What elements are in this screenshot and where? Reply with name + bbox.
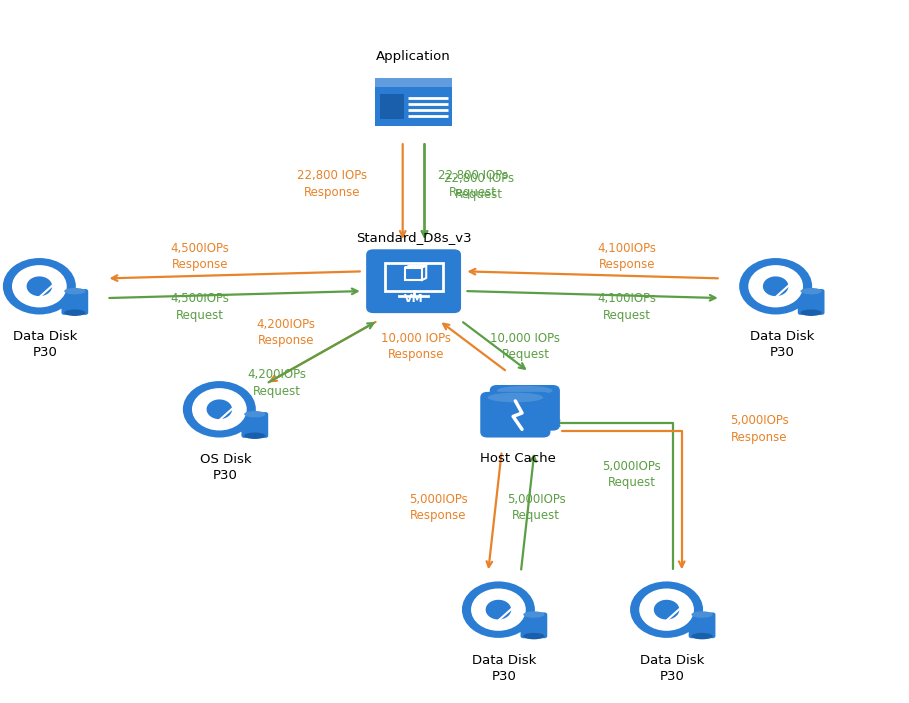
Text: 4,500IOPs
Response: 4,500IOPs Response: [171, 242, 229, 271]
Text: Data Disk
P30: Data Disk P30: [473, 654, 536, 683]
Circle shape: [471, 588, 525, 631]
FancyBboxPatch shape: [375, 78, 453, 86]
FancyBboxPatch shape: [375, 78, 453, 126]
Circle shape: [639, 588, 694, 631]
Text: 10,000 IOPs
Request: 10,000 IOPs Request: [490, 332, 561, 361]
Text: 4,100IOPs
Request: 4,100IOPs Request: [598, 292, 656, 322]
Text: VM: VM: [404, 294, 424, 304]
Text: Application: Application: [376, 50, 451, 63]
Text: Data Disk
P30: Data Disk P30: [641, 654, 704, 683]
Text: 10,000 IOPs
Response: 10,000 IOPs Response: [381, 332, 452, 361]
Circle shape: [462, 581, 534, 638]
Text: Host Cache: Host Cache: [480, 452, 556, 465]
Ellipse shape: [801, 288, 822, 295]
Text: OS Disk
P30: OS Disk P30: [200, 453, 251, 482]
Text: 4,500IOPs
Request: 4,500IOPs Request: [171, 292, 229, 322]
Circle shape: [183, 381, 255, 437]
Text: 22,800 IOPs
Request: 22,800 IOPs Request: [444, 172, 514, 201]
FancyBboxPatch shape: [62, 289, 88, 315]
FancyBboxPatch shape: [798, 289, 824, 315]
Text: 5,000IOPs
Response: 5,000IOPs Response: [730, 414, 788, 444]
Circle shape: [26, 276, 52, 296]
Text: 5,000IOPs
Request: 5,000IOPs Request: [603, 460, 661, 489]
Text: 22,800 IOPs
Request: 22,800 IOPs Request: [437, 169, 508, 199]
FancyBboxPatch shape: [366, 250, 461, 313]
Ellipse shape: [524, 633, 544, 639]
Text: 4,200IOPs
Response: 4,200IOPs Response: [257, 318, 315, 347]
FancyBboxPatch shape: [242, 412, 268, 438]
Ellipse shape: [497, 386, 553, 395]
Ellipse shape: [65, 288, 85, 295]
Circle shape: [739, 258, 812, 314]
FancyBboxPatch shape: [490, 385, 560, 431]
Ellipse shape: [245, 411, 265, 418]
Text: Data Disk
P30: Data Disk P30: [750, 330, 814, 359]
Ellipse shape: [801, 309, 822, 316]
Ellipse shape: [692, 612, 713, 618]
FancyBboxPatch shape: [521, 612, 547, 638]
Ellipse shape: [487, 393, 544, 402]
Text: 4,100IOPs
Response: 4,100IOPs Response: [598, 242, 656, 271]
Circle shape: [12, 265, 66, 307]
Text: Data Disk
P30: Data Disk P30: [14, 330, 77, 359]
Ellipse shape: [524, 612, 544, 618]
Circle shape: [206, 399, 232, 419]
FancyBboxPatch shape: [380, 94, 405, 119]
Text: 5,000IOPs
Request: 5,000IOPs Request: [507, 493, 565, 522]
Text: 5,000IOPs
Response: 5,000IOPs Response: [409, 493, 467, 522]
FancyBboxPatch shape: [689, 612, 715, 638]
Circle shape: [630, 581, 703, 638]
Text: Standard_D8s_v3: Standard_D8s_v3: [355, 231, 472, 245]
Ellipse shape: [245, 432, 265, 439]
Circle shape: [763, 276, 788, 296]
Circle shape: [3, 258, 75, 314]
Circle shape: [192, 388, 246, 430]
Circle shape: [485, 600, 511, 619]
Circle shape: [748, 265, 803, 307]
Text: 4,200IOPs
Request: 4,200IOPs Request: [248, 368, 306, 398]
FancyBboxPatch shape: [480, 392, 551, 437]
Ellipse shape: [65, 309, 85, 316]
Text: 22,800 IOPs
Response: 22,800 IOPs Response: [296, 169, 367, 199]
Ellipse shape: [692, 633, 713, 639]
Circle shape: [654, 600, 679, 619]
